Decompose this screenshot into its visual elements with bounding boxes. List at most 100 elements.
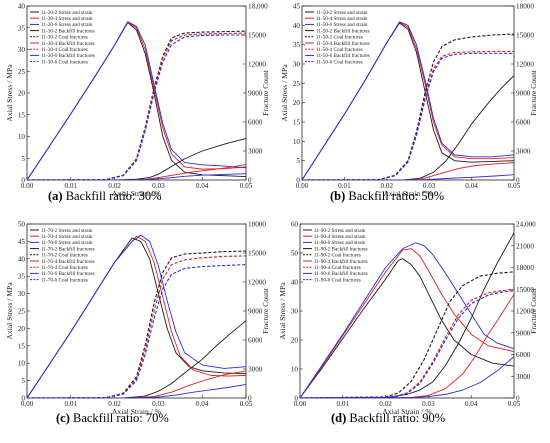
y-left-tick-label: 45	[293, 3, 301, 11]
x-tick-label: 0.03	[152, 400, 165, 408]
y-left-tick-label: 40	[293, 22, 301, 30]
y-left-tick-label: 30	[18, 46, 26, 54]
y-right-tick-label: 3000	[516, 373, 531, 381]
legend-label: 11-70-4 Stress and strain	[41, 234, 93, 240]
legend-label: 11-70-2 Coal fractures	[41, 252, 88, 259]
y-left-tick-label: 0	[294, 395, 298, 403]
x-tick-label: 0.05	[508, 400, 521, 408]
series-group	[302, 21, 514, 180]
y-right-tick-label: 15000	[516, 286, 534, 294]
series-line-11-30-6-backfill-fractures	[27, 173, 246, 180]
y-right-tick-label: 6000	[248, 337, 263, 345]
y-right-axis-title: Fracture Count	[261, 69, 270, 116]
y-right-tick-label: 6000	[516, 351, 531, 359]
y-right-tick-label: 15000	[248, 250, 266, 258]
legend-label: 11-70-6 Backfill fractures	[41, 270, 95, 277]
series-line-11-70-6-stress-and-strain	[27, 234, 246, 398]
series-group	[27, 21, 246, 180]
y-right-tick-label: 12000	[516, 308, 534, 316]
legend-label: 11-50-6 Coal fractures	[316, 58, 363, 65]
legend-label: 11-50-4 Backfill fractures	[316, 40, 370, 47]
x-tick-label: 0.02	[379, 400, 392, 408]
y-right-tick-label: 15000	[248, 32, 266, 40]
y-right-tick-label: 21000	[516, 242, 534, 250]
y-left-tick-label: 20	[18, 325, 26, 333]
y-right-tick-label: 12000	[516, 61, 534, 69]
series-line-11-30-4-coal-fractures	[27, 32, 246, 180]
legend-label: 11-50-6 Backfill fractures	[316, 52, 370, 59]
legend-label: 11-90-2 Stress and strain	[314, 228, 366, 234]
series-line-11-70-4-coal-fractures	[27, 255, 246, 398]
series-line-11-30-6-stress-and-strain	[27, 21, 246, 180]
caption-text: Backfill ratio: 70%	[70, 411, 169, 425]
y-right-tick-label: 18000	[248, 221, 266, 229]
y-right-axis-title: Fracture Count	[261, 287, 270, 334]
x-tick-label: 0.02	[381, 182, 394, 190]
y-left-tick-label: 30	[291, 308, 299, 316]
caption-text: Backfill ratio: 50%	[345, 189, 444, 203]
y-right-tick-label: 24,000	[516, 221, 536, 229]
legend-label: 11-50-4 Coal fractures	[316, 46, 363, 53]
series-line-11-90-2-coal-fractures	[300, 271, 514, 398]
y-left-tick-label: 50	[291, 250, 299, 258]
y-left-tick-label: 20	[291, 337, 299, 345]
legend-label: 11-30-2 Coal fractures	[41, 34, 88, 41]
y-right-tick-label: 6000	[516, 119, 531, 127]
x-tick-label: 0.02	[108, 182, 121, 190]
legend-label: 11-90-6 Stress and strain	[314, 240, 366, 246]
y-left-axis-title: Axial Stress / MPa	[280, 64, 289, 122]
series-line-11-90-4-stress-and-strain	[300, 248, 514, 398]
panel-caption: (d) Backfill ratio: 90%	[331, 411, 445, 425]
y-left-tick-label: 20	[18, 90, 26, 98]
legend-label: 11-30-2 Stress and strain	[41, 10, 93, 16]
y-left-tick-label: 25	[18, 68, 26, 76]
y-right-axis-title: Fracture Count	[529, 287, 538, 334]
y-left-tick-label: 0	[21, 177, 25, 185]
x-tick-label: 0.05	[240, 400, 253, 408]
legend-label: 11-90-2 Coal fractures	[314, 252, 361, 259]
y-left-tick-label: 25	[293, 80, 301, 88]
series-line-11-50-6-coal-fractures	[302, 52, 514, 180]
legend-label: 11-70-6 Coal fractures	[41, 276, 88, 283]
y-left-tick-label: 40	[18, 3, 26, 11]
series-line-11-90-6-coal-fractures	[300, 290, 514, 398]
series-group	[300, 232, 514, 398]
x-tick-label: 0.03	[422, 400, 435, 408]
legend-label: 11-50-4 Stress and strain	[316, 16, 368, 22]
x-tick-label: 0.03	[152, 182, 165, 190]
legend-label: 11-70-6 Stress and strain	[41, 240, 93, 246]
legend-label: 11-90-4 Coal fractures	[314, 264, 361, 271]
y-left-tick-label: 10	[18, 360, 26, 368]
y-right-tick-label: 0	[516, 177, 520, 185]
series-line-11-70-6-coal-fractures	[27, 264, 246, 398]
legend-label: 11-90-6 Backfill fractures	[314, 270, 368, 277]
legend-label: 11-30-4 Stress and strain	[41, 16, 93, 22]
y-left-tick-label: 25	[18, 308, 26, 316]
y-left-tick-label: 35	[293, 41, 301, 49]
y-right-axis-title: Fracture Count	[529, 69, 538, 116]
caption-label: (c)	[56, 411, 70, 425]
x-tick-label: 0.05	[508, 182, 521, 190]
y-left-axis-title: Axial Stress / MPa	[5, 64, 14, 122]
x-tick-label: 0.00	[21, 400, 34, 408]
x-tick-label: 0.02	[108, 400, 121, 408]
x-tick-label: 0.04	[465, 400, 478, 408]
y-right-tick-label: 18000	[516, 3, 534, 11]
x-tick-label: 0.00	[294, 400, 307, 408]
y-left-tick-label: 40	[18, 255, 26, 263]
legend-label: 11-90-4 Stress and strain	[314, 234, 366, 240]
y-left-tick-label: 15	[293, 119, 301, 127]
chart-panel-a: 0.00 0.01 0.02 0.03 0.04 0.050510152025303540…	[5, 3, 270, 204]
y-right-tick-label: 0	[248, 395, 252, 403]
series-line-11-50-6-backfill-fractures	[302, 174, 514, 180]
x-tick-label: 0.05	[240, 182, 253, 190]
series-line-11-70-6-backfill-fractures	[27, 384, 246, 398]
y-right-tick-label: 9000	[516, 329, 531, 337]
y-left-tick-label: 15	[18, 111, 26, 119]
series-line-11-90-6-stress-and-strain	[300, 242, 514, 398]
x-tick-label: 0.01	[65, 182, 78, 190]
series-group	[27, 234, 246, 398]
caption-label: (b)	[330, 189, 345, 203]
